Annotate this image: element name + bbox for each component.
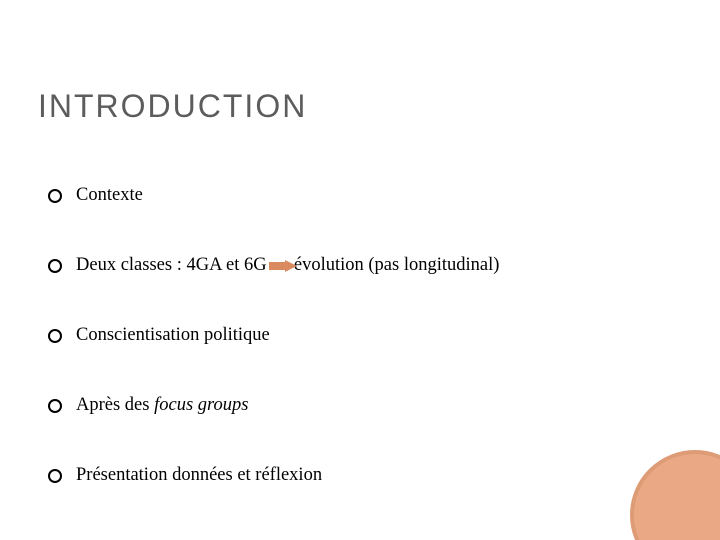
list-item: Présentation données et réflexion: [48, 463, 682, 487]
list-item: Contexte: [48, 183, 682, 207]
list-item: Conscientisation politique: [48, 323, 682, 347]
item-text: Contexte: [76, 185, 143, 205]
slide: INTRODUCTION Contexte Deux classes : 4GA…: [0, 0, 720, 540]
item-text-italic: focus groups: [154, 395, 248, 415]
list-item: Après des focus groups: [48, 393, 682, 417]
item-text: Deux classes : 4GA et 6G: [76, 255, 271, 275]
arrow-icon: [269, 260, 297, 272]
item-text: évolution (pas longitudinal): [289, 255, 499, 275]
slide-title: INTRODUCTION: [38, 88, 682, 125]
item-text: Présentation données et réflexion: [76, 465, 322, 485]
item-text: Après des: [76, 395, 154, 415]
bullet-list: Contexte Deux classes : 4GA et 6G évolut…: [38, 183, 682, 487]
item-text: Conscientisation politique: [76, 325, 270, 345]
list-item: Deux classes : 4GA et 6G évolution (pas …: [48, 253, 682, 277]
